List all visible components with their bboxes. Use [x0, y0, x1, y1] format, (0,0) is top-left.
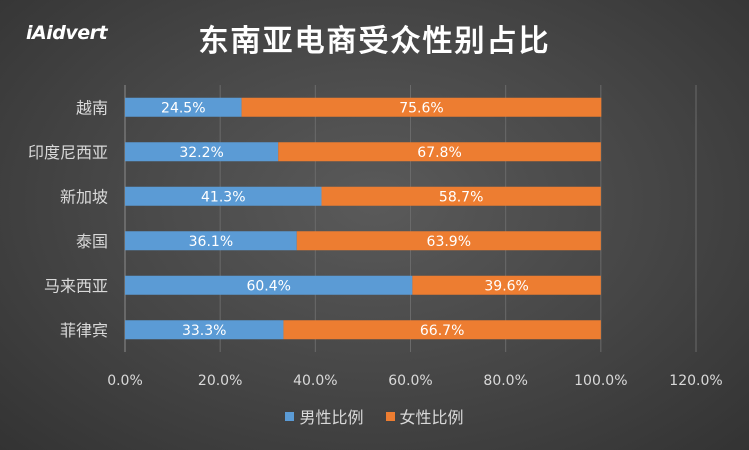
category-label: 马来西亚	[44, 276, 108, 295]
bar	[241, 97, 602, 117]
data-label: 63.9%	[427, 234, 471, 250]
category-label: 越南	[76, 98, 108, 117]
legend-swatch-male	[285, 411, 295, 421]
data-label: 32.2%	[179, 145, 223, 161]
bar	[125, 231, 297, 251]
legend-swatch-female	[385, 411, 395, 421]
bar	[125, 142, 279, 162]
legend-item-female: 女性比例	[385, 404, 464, 428]
data-label: 24.5%	[161, 100, 205, 116]
data-label: 67.8%	[417, 145, 461, 161]
data-label: 41.3%	[201, 189, 245, 205]
data-label: 66.7%	[420, 323, 464, 339]
bar	[321, 186, 601, 206]
x-tick-label: 20.0%	[198, 373, 242, 389]
category-label: 新加坡	[60, 187, 108, 206]
x-tick-label: 120.0%	[669, 373, 722, 389]
category-label: 菲律宾	[60, 321, 108, 340]
legend-label-female: 女性比例	[399, 408, 464, 427]
bar	[283, 320, 601, 340]
category-label: 印度尼西亚	[28, 143, 108, 162]
x-tick-label: 100.0%	[574, 373, 627, 389]
data-label: 58.7%	[439, 189, 483, 205]
bar	[412, 275, 601, 295]
bar	[125, 320, 284, 340]
legend: 男性比例 女性比例	[0, 404, 749, 428]
legend-item-male: 男性比例	[285, 404, 364, 428]
bar-chart: 24.5% 75.6% 32.2% 67.8% 41.3% 58.7% 36.1% 63.9%…	[28, 85, 723, 389]
chart-title: 东南亚电商受众性别占比	[198, 24, 551, 59]
data-label: 75.6%	[399, 100, 443, 116]
gridlines	[124, 85, 697, 352]
category-label: 泰国	[76, 232, 108, 251]
data-label: 60.4%	[246, 278, 290, 294]
x-tick-label: 0.0%	[107, 373, 143, 389]
bar	[125, 97, 242, 117]
data-labels: 24.5% 75.6% 32.2% 67.8% 41.3% 58.7% 36.1% 63.9%…	[161, 100, 529, 339]
bar	[278, 142, 601, 162]
bars	[125, 97, 602, 340]
x-tick-labels: 0.0% 20.0% 40.0% 60.0% 80.0% 100.0% 120.0%	[107, 373, 722, 389]
x-tick-label: 40.0%	[293, 373, 337, 389]
x-tick-label: 60.0%	[388, 373, 432, 389]
brand-logo: iAidvert	[26, 22, 108, 44]
legend-label-male: 男性比例	[299, 408, 364, 427]
bar	[125, 186, 322, 206]
data-label: 39.6%	[484, 278, 528, 294]
bar	[125, 275, 413, 295]
x-tick-label: 80.0%	[483, 373, 527, 389]
bar	[296, 231, 601, 251]
data-label: 33.3%	[182, 323, 226, 339]
data-label: 36.1%	[189, 234, 233, 250]
